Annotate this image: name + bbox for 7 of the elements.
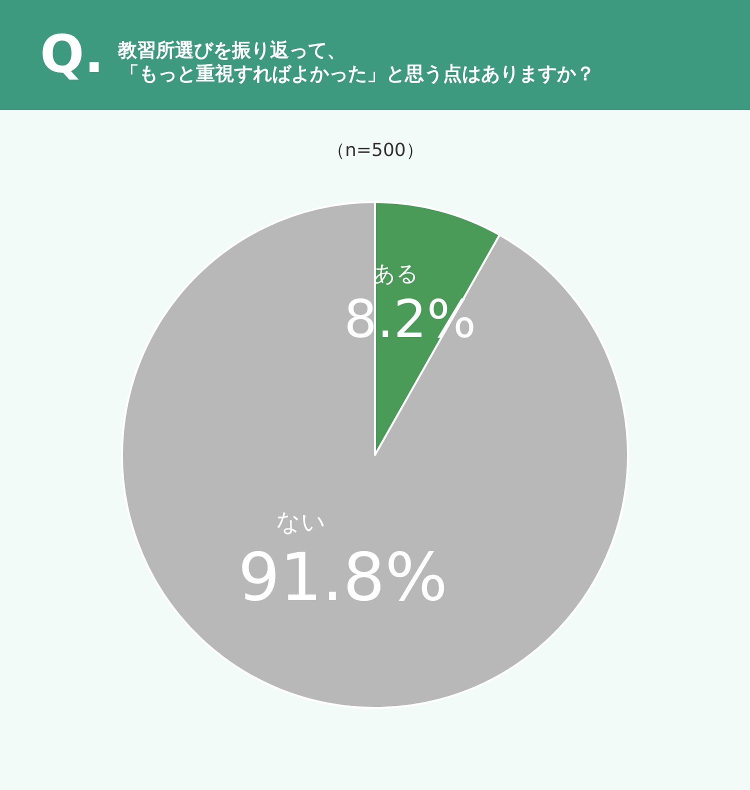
pie-slice	[121, 201, 629, 708]
slice-label: ない	[276, 508, 326, 536]
text: Q.	[40, 25, 104, 85]
chart-subtitle: （n=500）	[327, 140, 424, 161]
data-label: 91.8%	[238, 539, 448, 616]
chart-title: 教習所選びを振り返って、	[117, 40, 346, 62]
text: 「もっと重視すればよかった」と思う点はありますか？	[120, 63, 595, 85]
